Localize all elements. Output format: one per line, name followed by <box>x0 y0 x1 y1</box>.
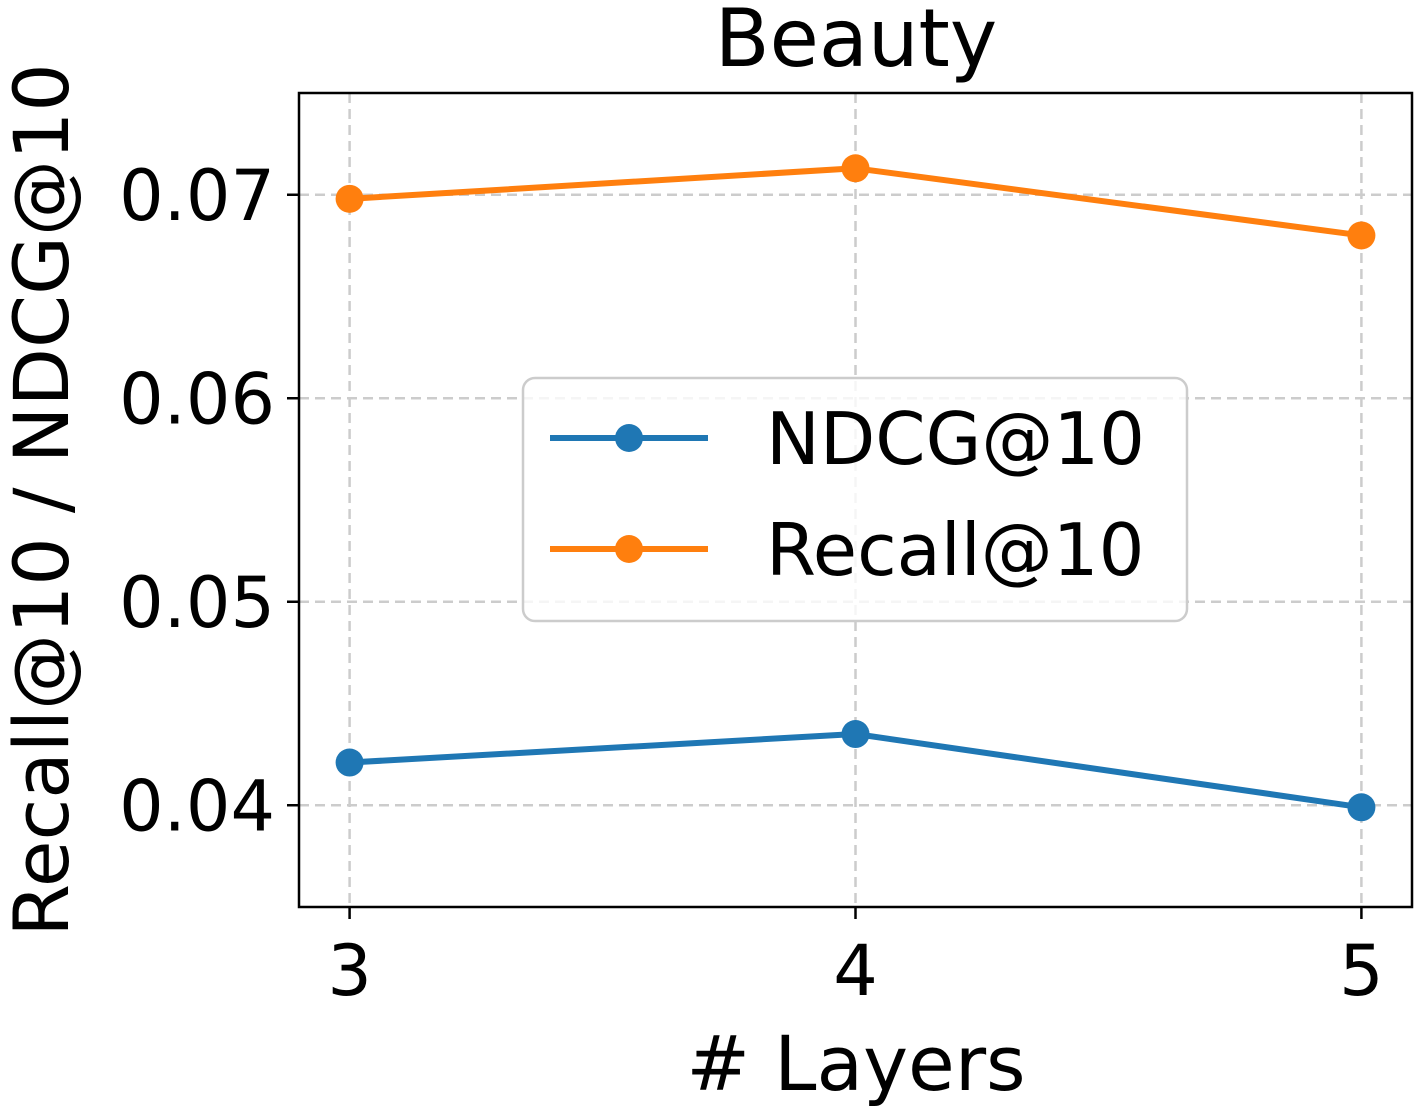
y-tick-label: 0.04 <box>119 765 275 847</box>
x-tick-label: 5 <box>1339 930 1384 1012</box>
y-tick-label: 0.06 <box>119 358 275 440</box>
y-axis: 0.04 0.05 0.06 0.07 <box>119 155 299 847</box>
legend-item-recall-10: Recall@10 <box>550 508 1144 592</box>
legend-item-ndcg-10: NDCG@10 <box>550 397 1145 481</box>
y-axis-label: Recall@10 / NDCG@10 <box>0 63 86 936</box>
legend-swatch-marker <box>615 424 643 452</box>
data-point <box>1347 221 1376 250</box>
data-point <box>335 748 364 777</box>
series-recall-10 <box>335 154 1376 250</box>
y-tick-label: 0.05 <box>119 562 275 644</box>
data-point <box>1347 793 1376 822</box>
legend-label: Recall@10 <box>766 508 1144 592</box>
data-point <box>335 184 364 213</box>
legend-label: NDCG@10 <box>766 397 1145 481</box>
x-tick-label: 4 <box>833 930 878 1012</box>
x-tick-label: 3 <box>327 930 372 1012</box>
series-layer <box>335 154 1376 822</box>
y-tick-label: 0.07 <box>119 155 275 237</box>
x-axis: 3 4 5 <box>327 907 1384 1012</box>
legend: NDCG@10 Recall@10 <box>521 376 1189 623</box>
chart-title: Beauty <box>715 0 998 85</box>
data-point <box>841 154 870 183</box>
data-point <box>841 720 870 749</box>
x-axis-label: # Layers <box>686 1019 1025 1108</box>
legend-swatch-marker <box>615 535 643 563</box>
series-ndcg-10 <box>335 720 1376 822</box>
